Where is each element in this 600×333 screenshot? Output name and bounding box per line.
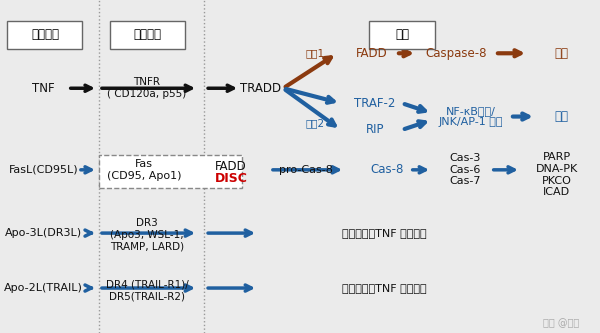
- FancyBboxPatch shape: [99, 155, 242, 188]
- Text: TNFR
( CD120a, p55): TNFR ( CD120a, p55): [107, 78, 187, 99]
- Text: NF-κB通路/
JNK/AP-1 通路: NF-κB通路/ JNK/AP-1 通路: [439, 106, 503, 127]
- Text: DR4 (TRAIL-R1)/
DR5(TRAIL-R2): DR4 (TRAIL-R1)/ DR5(TRAIL-R2): [106, 280, 188, 301]
- Text: Cas-3
Cas-6
Cas-7: Cas-3 Cas-6 Cas-7: [449, 153, 481, 186]
- Text: RIP: RIP: [366, 123, 384, 137]
- Text: Apo-2L(TRAIL): Apo-2L(TRAIL): [4, 283, 83, 293]
- Text: FasL(CD95L): FasL(CD95L): [8, 165, 78, 175]
- Text: pro-Cas-8: pro-Cas-8: [279, 165, 333, 175]
- Text: 死亡配体: 死亡配体: [31, 28, 59, 42]
- Text: Caspase-8: Caspase-8: [425, 47, 487, 60]
- Text: Apo-3L(DR3L): Apo-3L(DR3L): [5, 228, 82, 238]
- Text: DISC: DISC: [215, 171, 247, 185]
- Text: FADD: FADD: [356, 47, 388, 60]
- Text: 通路2: 通路2: [305, 118, 325, 128]
- Text: 知乎 @酸菜: 知乎 @酸菜: [543, 318, 579, 328]
- Text: TNF: TNF: [32, 82, 55, 95]
- Text: 通路: 通路: [395, 28, 409, 42]
- Text: 凋亡: 凋亡: [554, 110, 568, 123]
- Text: 下游通路和TNF 通路类似: 下游通路和TNF 通路类似: [341, 228, 427, 238]
- Text: 凋亡: 凋亡: [554, 47, 568, 60]
- Text: 死亡受体: 死亡受体: [133, 28, 161, 42]
- Text: Fas
(CD95, Apo1): Fas (CD95, Apo1): [107, 159, 181, 180]
- Text: 通路1: 通路1: [305, 48, 325, 58]
- FancyBboxPatch shape: [110, 21, 185, 49]
- Text: TRADD: TRADD: [241, 82, 281, 95]
- FancyBboxPatch shape: [369, 21, 435, 49]
- FancyBboxPatch shape: [7, 21, 82, 49]
- Text: TRAF-2: TRAF-2: [355, 97, 395, 110]
- Text: DR3
(Apo3, WSL-1,
TRAMP, LARD): DR3 (Apo3, WSL-1, TRAMP, LARD): [110, 218, 184, 251]
- Text: FADD: FADD: [215, 160, 247, 173]
- Text: 下游通路和TNF 通路类似: 下游通路和TNF 通路类似: [341, 283, 427, 293]
- Text: PARP
DNA-PK
PKCO
ICAD: PARP DNA-PK PKCO ICAD: [536, 153, 578, 197]
- Text: Cas-8: Cas-8: [370, 163, 404, 176]
